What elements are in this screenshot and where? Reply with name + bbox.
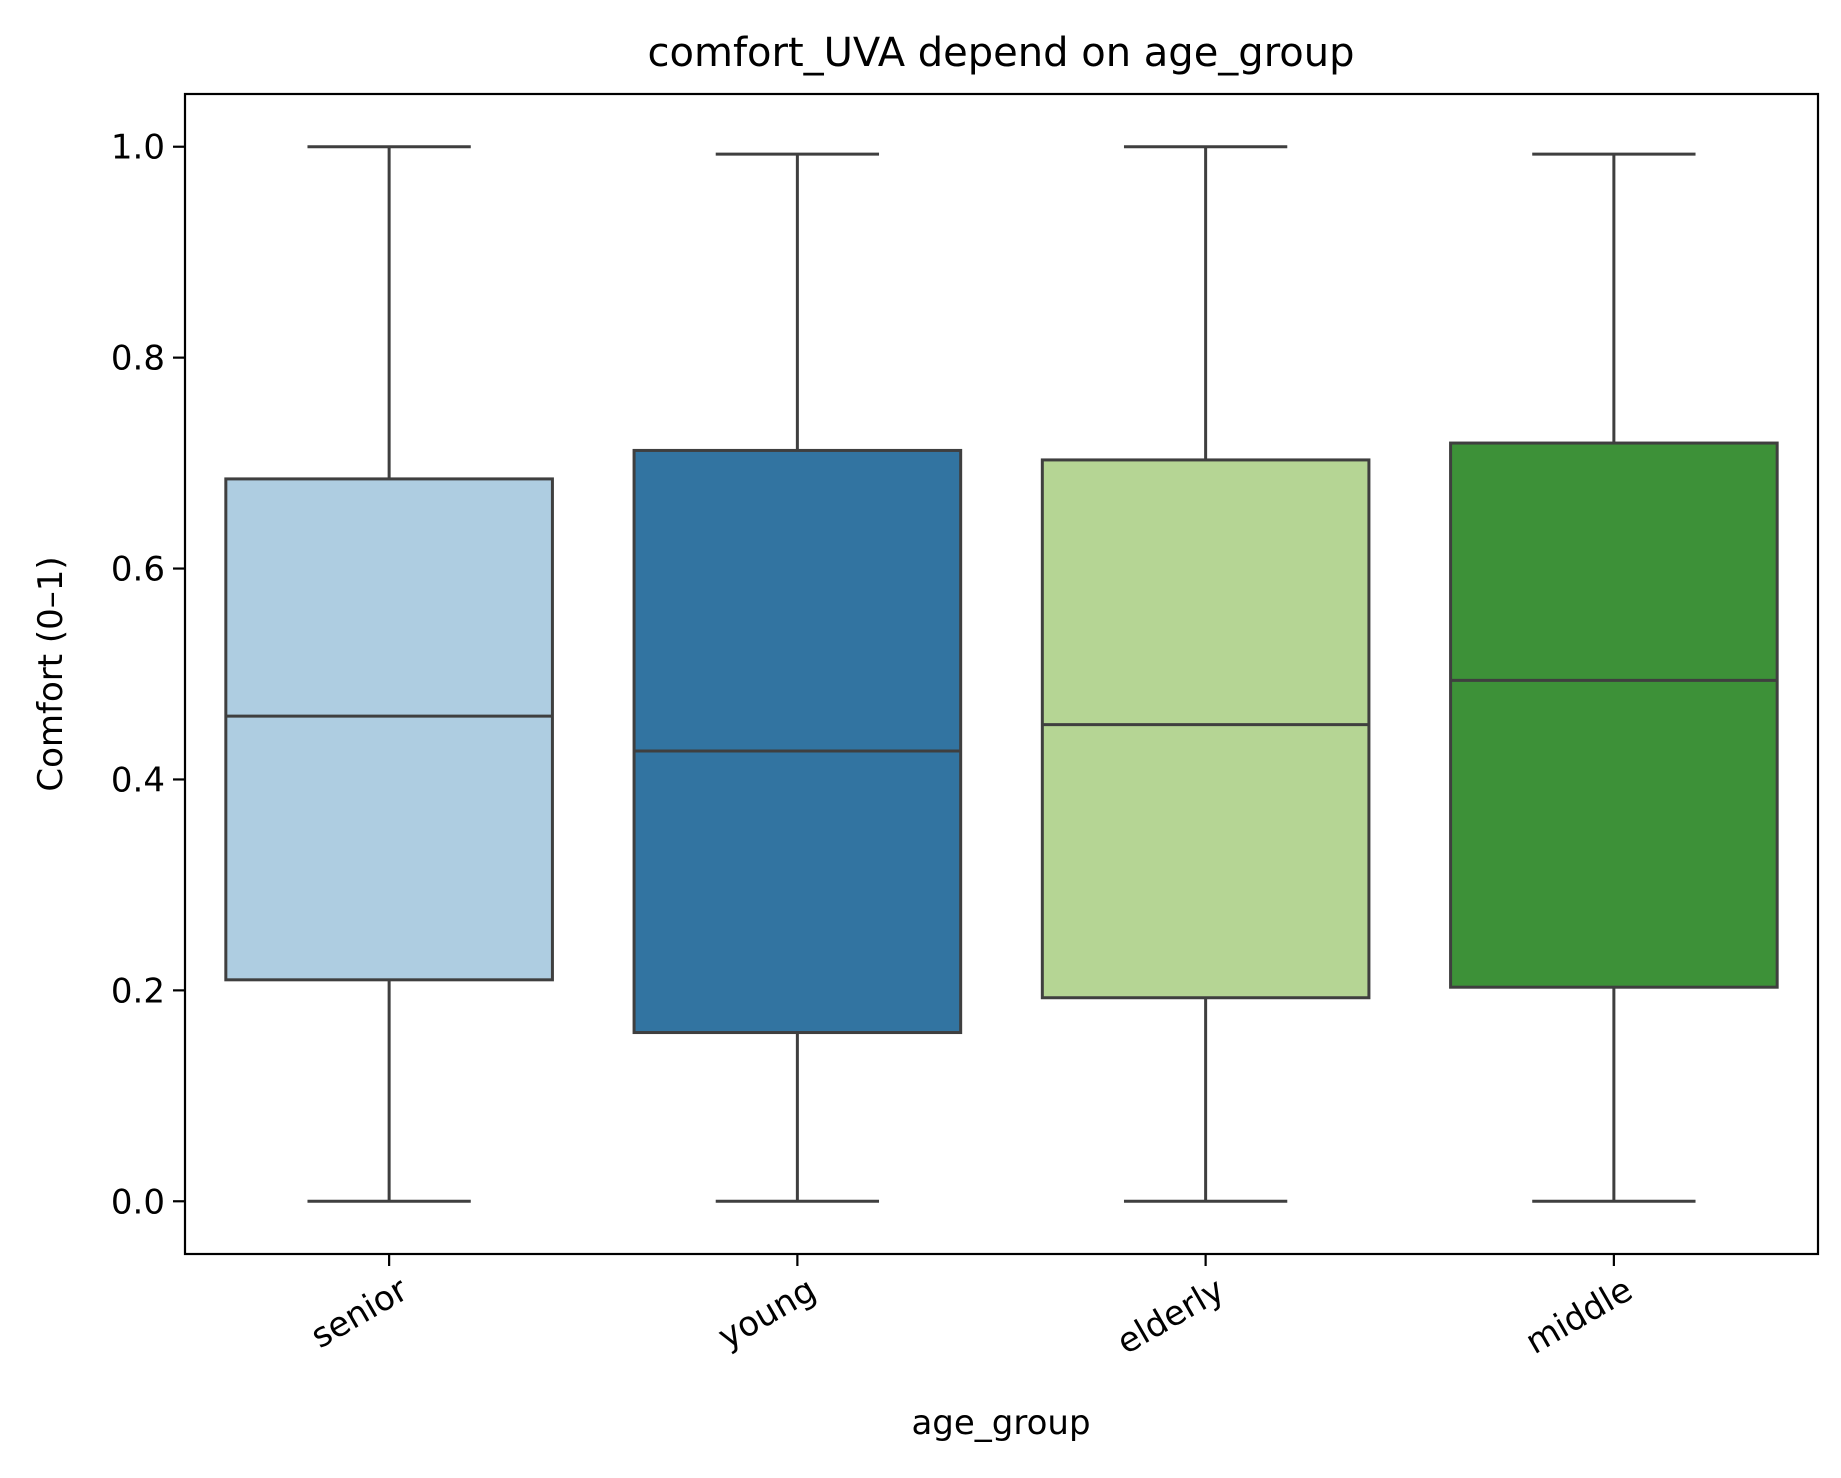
y-tick-label: 0.4: [111, 760, 165, 800]
box-iqr: [224, 477, 554, 982]
box-middle: [1449, 152, 1779, 1203]
box-iqr: [1449, 441, 1779, 989]
y-tick-label: 0.8: [111, 339, 165, 379]
chart-title: comfort_UVA depend on age_group: [648, 30, 1355, 76]
y-tick-label: 0.6: [111, 550, 165, 590]
box-elderly: [1040, 145, 1371, 1203]
y-tick-label: 0.0: [111, 1182, 165, 1222]
x-axis-label: age_group: [911, 1403, 1090, 1443]
y-tick-label: 0.2: [111, 971, 165, 1011]
y-axis: 0.0 0.2 0.4 0.6 0.8 1.0: [111, 128, 185, 1222]
box-senior: [224, 145, 554, 1203]
axes-frame: [183, 92, 1820, 1256]
y-axis-label: Comfort (0–1): [31, 556, 71, 791]
box-iqr: [1040, 458, 1371, 1000]
box-young: [632, 152, 963, 1203]
y-tick-label: 1.0: [111, 128, 165, 168]
box-iqr: [632, 448, 963, 1035]
plot-area: [224, 145, 1779, 1203]
